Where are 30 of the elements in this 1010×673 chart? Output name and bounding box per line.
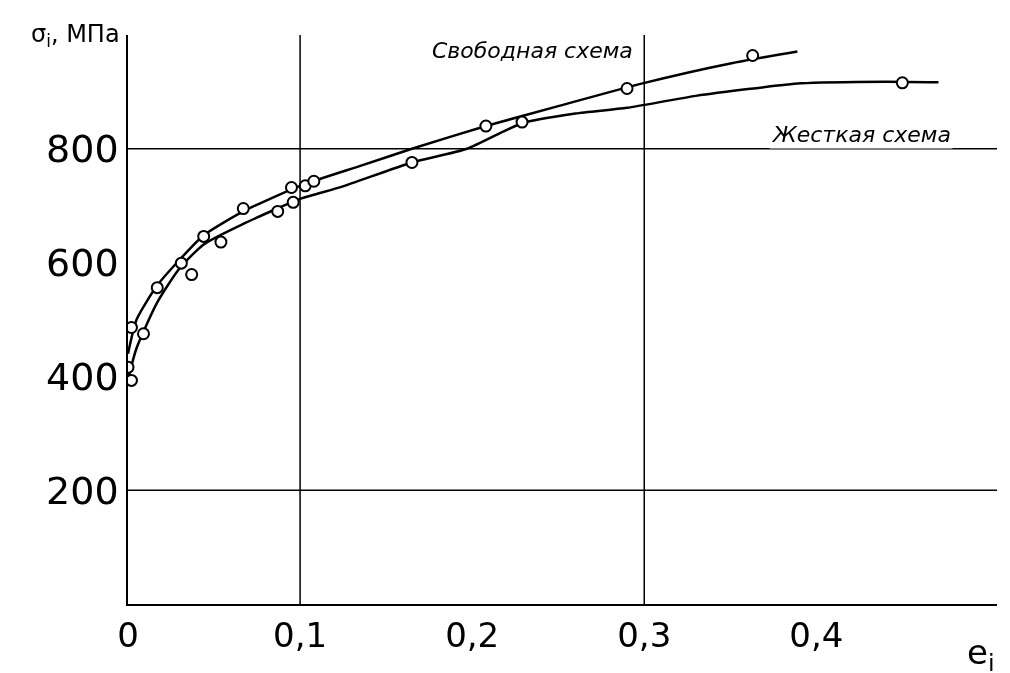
point bbox=[236, 202, 250, 216]
x-tick-label: 0,1 bbox=[273, 614, 328, 655]
point bbox=[284, 180, 298, 194]
x-tick-label: 0 bbox=[117, 614, 139, 655]
point bbox=[307, 174, 321, 188]
point bbox=[150, 281, 164, 295]
y-tick-label: 400 bbox=[46, 354, 119, 399]
y-axis-title: σ$_{i}$, МПа bbox=[31, 20, 120, 52]
point bbox=[895, 76, 909, 90]
point bbox=[185, 268, 199, 282]
point bbox=[174, 256, 188, 270]
point bbox=[286, 195, 300, 209]
x-tick-label: 0,3 bbox=[617, 614, 672, 655]
point bbox=[214, 235, 228, 249]
point bbox=[405, 155, 419, 169]
point bbox=[136, 327, 150, 341]
point bbox=[271, 204, 285, 218]
x-tick-label: 0,4 bbox=[789, 614, 844, 655]
point bbox=[746, 48, 760, 62]
series-label: Свободная схема bbox=[432, 38, 633, 63]
point bbox=[620, 81, 634, 95]
point bbox=[479, 119, 493, 133]
point bbox=[197, 229, 211, 243]
y-tick-label: 800 bbox=[46, 127, 119, 172]
x-axis-title: e$_{i}$ bbox=[967, 632, 995, 673]
x-tick-label: 0,2 bbox=[445, 614, 500, 655]
y-tick-label: 600 bbox=[46, 240, 119, 285]
point bbox=[515, 115, 529, 129]
series-label: Жесткая схема bbox=[771, 122, 951, 147]
y-tick-label: 200 bbox=[46, 468, 119, 513]
